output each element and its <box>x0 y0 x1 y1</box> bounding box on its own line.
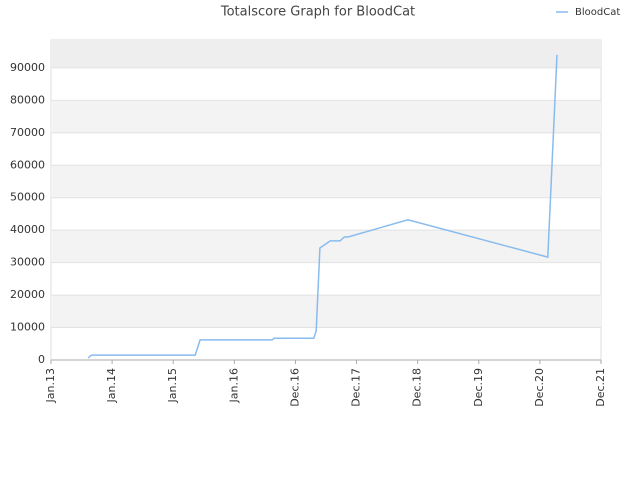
x-tick-label: Jan.13 <box>44 368 57 403</box>
grid-band <box>51 230 601 263</box>
y-tick-label: 10000 <box>10 321 45 334</box>
x-tick-label: Dec.20 <box>533 368 546 407</box>
y-tick-label: 80000 <box>10 93 45 106</box>
x-tick-label: Dec.21 <box>594 368 607 407</box>
x-tick-label: Dec.17 <box>350 368 363 407</box>
legend-label: BloodCat <box>575 7 620 18</box>
x-tick-label: Dec.19 <box>472 368 485 407</box>
x-tick-label: Dec.18 <box>411 368 424 407</box>
y-tick-label: 0 <box>38 353 45 366</box>
y-tick-label: 20000 <box>10 288 45 301</box>
series-line <box>87 54 558 359</box>
x-tick-label: Dec.16 <box>288 368 301 407</box>
y-tick-label: 90000 <box>10 61 45 74</box>
grid-band <box>51 100 601 133</box>
grid-band <box>51 295 601 328</box>
x-tick-label: Jan.14 <box>105 368 118 403</box>
grid-band <box>51 165 601 198</box>
chart-title: Totalscore Graph for BloodCat <box>220 5 415 20</box>
y-tick-label: 30000 <box>10 256 45 269</box>
y-tick-label: 40000 <box>10 223 45 236</box>
x-tick-label: Jan.15 <box>166 368 179 403</box>
y-tick-label: 60000 <box>10 158 45 171</box>
grid-band <box>51 40 601 68</box>
x-tick-label: Jan.16 <box>227 368 240 403</box>
y-tick-label: 70000 <box>10 126 45 139</box>
y-tick-label: 50000 <box>10 191 45 204</box>
